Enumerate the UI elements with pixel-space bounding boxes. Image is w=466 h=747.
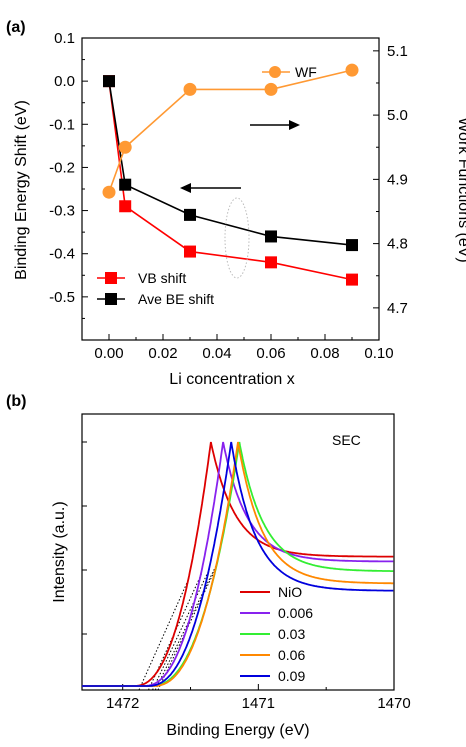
panel-a-chart: (a) 0.00 0.02 0.04 0.06 0.08 0.10 0.1 0.0 -0.1 -0…	[6, 19, 466, 388]
y-tick-label: 0.0	[54, 73, 75, 90]
arrow-left-icon	[180, 183, 241, 193]
legend-vb-marker	[105, 272, 117, 284]
data-point	[264, 82, 278, 96]
legend-avebe-marker	[105, 293, 117, 305]
y2-tick-label: 5.1	[387, 43, 408, 60]
x-tick-label: 1470	[377, 695, 410, 712]
y-tick-label: -0.2	[49, 159, 75, 176]
series-line	[108, 69, 353, 193]
y-tick-label: 0.1	[54, 30, 75, 47]
data-point	[265, 256, 277, 269]
y-tick-label: -0.4	[49, 246, 75, 263]
panel-a-left-axis-title: Binding Energy Shift (eV)	[13, 100, 30, 280]
data-point	[184, 208, 196, 221]
legend-left: VB shift Ave BE shift	[97, 270, 214, 307]
tangent-line	[154, 562, 219, 691]
y2-tick-label: 4.9	[387, 171, 408, 188]
panel-a-right-axis-title: Work Functions (eV)	[455, 117, 466, 263]
x-tick-label: 0.02	[148, 345, 177, 362]
legend-label: 0.03	[278, 626, 305, 642]
legend-avebe-label: Ave BE shift	[138, 291, 214, 307]
series-line	[108, 81, 353, 281]
x-tick-label: 1472	[106, 695, 139, 712]
legend-label: 0.06	[278, 647, 305, 663]
sec-annotation: SEC	[332, 432, 361, 448]
y-tick-label: -0.3	[49, 203, 75, 220]
y2-tick-label: 4.7	[387, 300, 408, 317]
panel-b-x-axis-title: Binding Energy (eV)	[166, 722, 309, 739]
legend-right: WF	[262, 64, 317, 80]
y2-tick-label: 5.0	[387, 107, 408, 124]
panel-b-label: (b)	[6, 393, 26, 410]
data-point	[119, 200, 132, 213]
data-point	[119, 178, 132, 191]
legend-wf-marker	[269, 66, 281, 78]
data-point	[265, 230, 277, 243]
tangent-line	[152, 568, 210, 691]
x-tick-label: 0.06	[256, 345, 285, 362]
dotted-ellipse-marker	[224, 197, 250, 279]
x-tick-label: 0.04	[202, 345, 231, 362]
legend-label: 0.09	[278, 668, 305, 684]
legend-label: 0.006	[278, 605, 313, 621]
data-point	[103, 75, 115, 88]
data-point	[118, 140, 132, 154]
panel-b-chart: (b) 1472 1471 1470 SEC Binding Energy (eV)…	[6, 393, 411, 739]
tangent-line	[138, 577, 190, 691]
x-tick-label: 0.00	[94, 345, 123, 362]
data-point	[345, 63, 359, 77]
data-point	[346, 273, 358, 286]
y2-tick-label: 4.8	[387, 236, 408, 253]
data-point	[183, 82, 197, 96]
panel-b-legend: NiO 0.006 0.03 0.06 0.09	[240, 584, 313, 684]
y-tick-label: -0.1	[49, 116, 75, 133]
x-tick-label: 1471	[242, 695, 275, 712]
data-point	[184, 245, 196, 258]
y-tick-label: -0.5	[49, 289, 75, 306]
series-line	[82, 441, 394, 687]
legend-vb-label: VB shift	[138, 270, 186, 286]
x-tick-label: 0.10	[364, 345, 393, 362]
panel-b-plot-frame	[81, 413, 395, 691]
data-point	[346, 239, 358, 252]
arrow-right-icon	[250, 120, 300, 130]
panel-a-x-axis-title: Li concentration x	[169, 371, 294, 388]
panel-a-label: (a)	[6, 19, 26, 36]
panel-b-y-axis-title: Intensity (a.u.)	[51, 501, 68, 602]
legend-wf-label: WF	[295, 64, 317, 80]
data-point	[102, 185, 116, 199]
legend-label: NiO	[278, 584, 302, 600]
x-tick-label: 0.08	[310, 345, 339, 362]
